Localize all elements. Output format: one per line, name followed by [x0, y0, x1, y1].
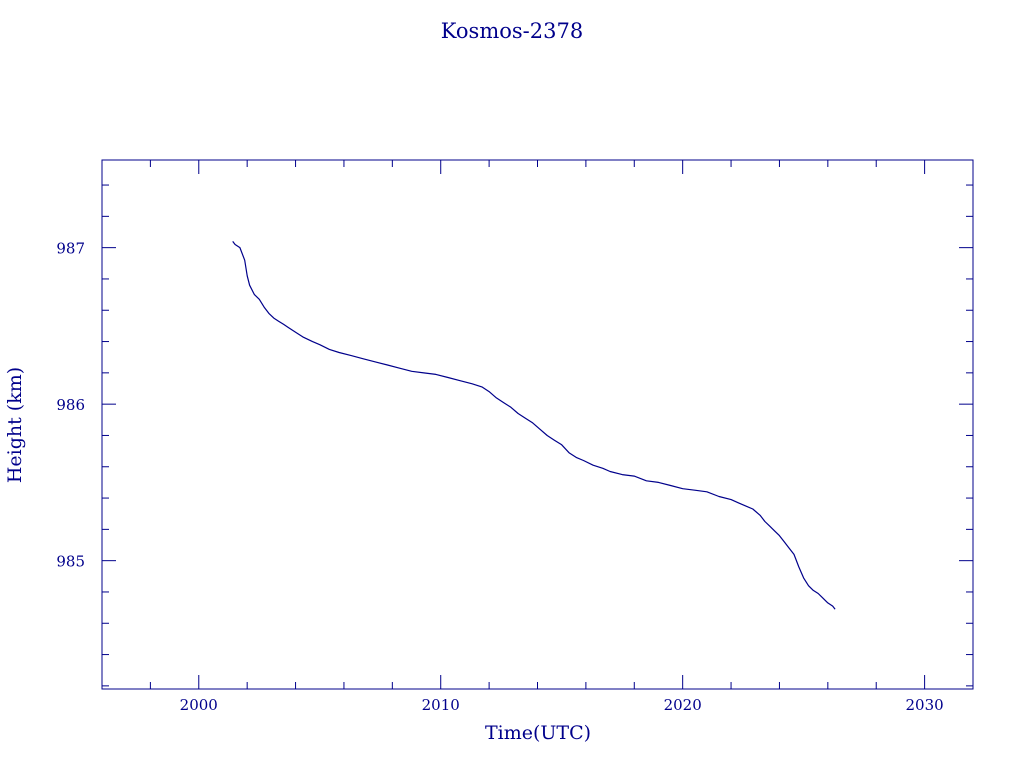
- y-axis-label: Height (km): [4, 367, 26, 483]
- y-tick-label: 985: [56, 553, 85, 571]
- y-tick-label: 986: [56, 396, 85, 414]
- x-tick-label: 2000: [180, 696, 218, 714]
- y-tick-label: 987: [56, 240, 85, 258]
- x-axis-ticks: 2000 2010 2020 2030: [101, 160, 974, 714]
- chart-title: Kosmos-2378: [441, 19, 583, 43]
- x-tick-label: 2030: [906, 696, 944, 714]
- x-tick-label: 2020: [664, 696, 702, 714]
- plot-frame: [101, 159, 974, 690]
- height-series-line: [232, 241, 836, 610]
- series-group: [232, 241, 836, 610]
- x-tick-label: 2010: [422, 696, 460, 714]
- y-axis-ticks: 985 986 987: [56, 184, 973, 687]
- x-axis-label: Time(UTC): [485, 722, 591, 744]
